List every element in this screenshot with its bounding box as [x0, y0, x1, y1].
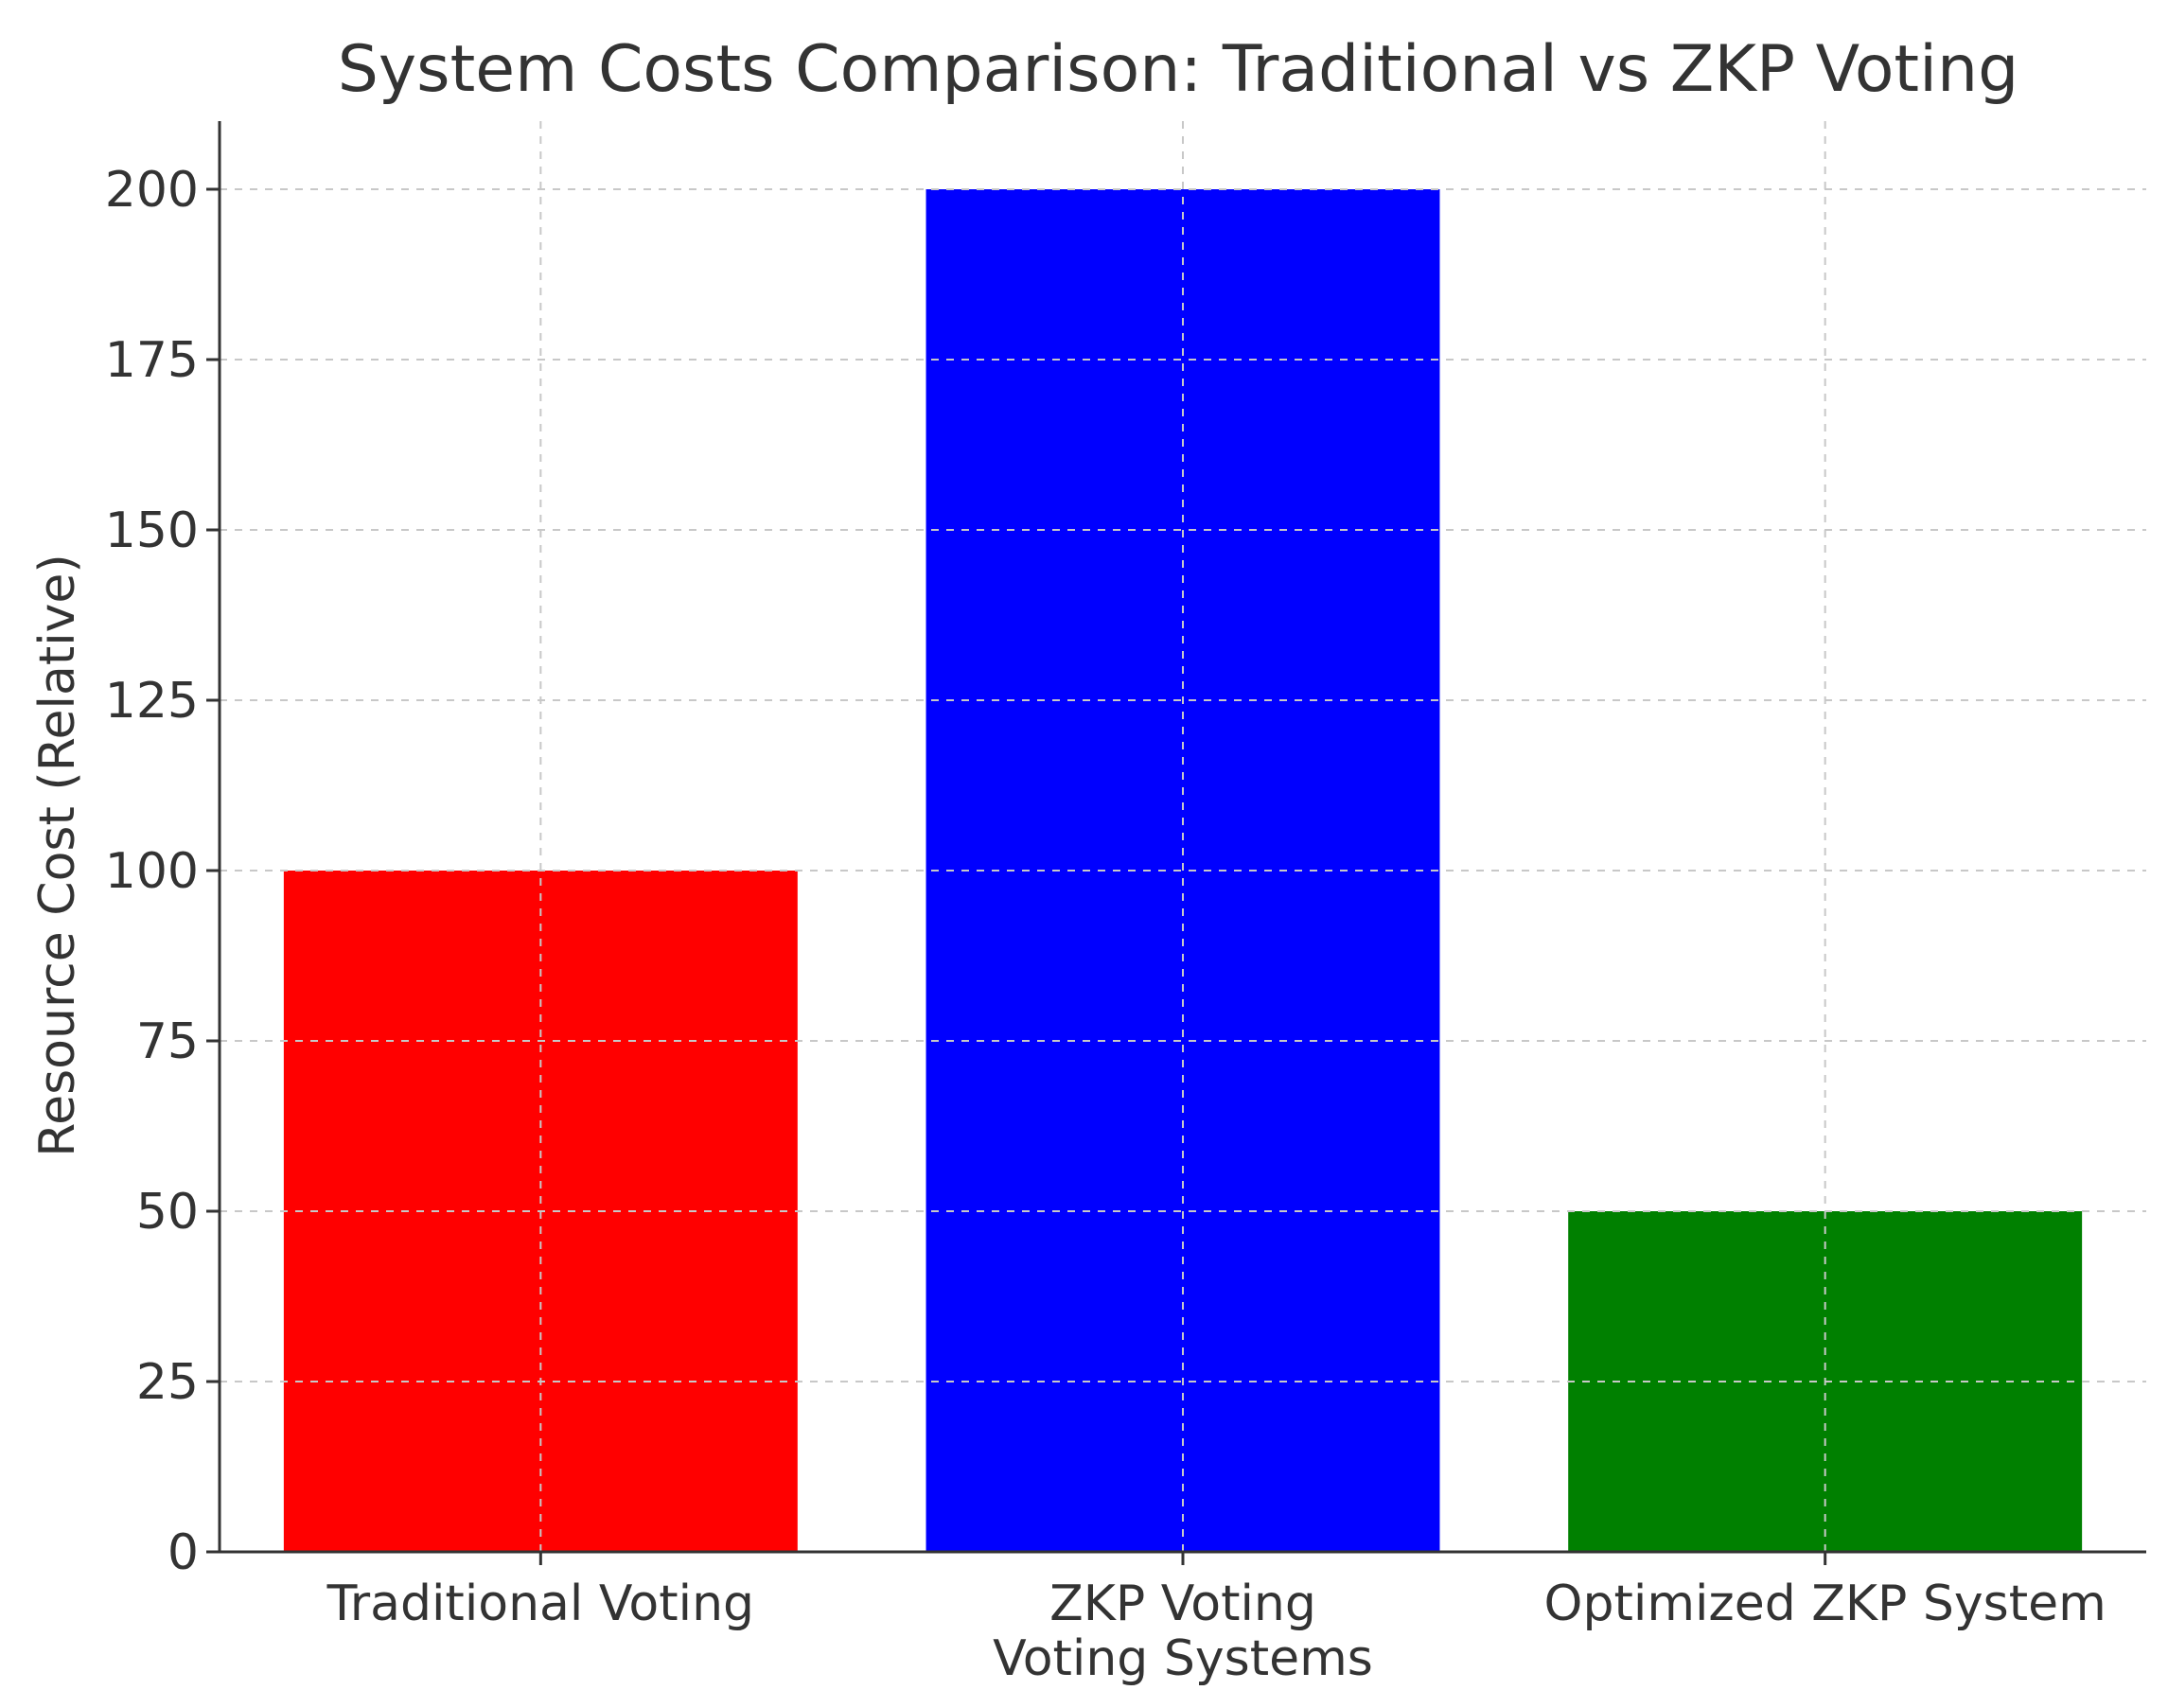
y-tick-label: 75: [136, 1013, 199, 1070]
x-ticks: Traditional Voting ZKP Voting Optimized ZK…: [326, 1552, 2106, 1632]
y-tick-label: 25: [136, 1354, 199, 1411]
x-tick-label: Traditional Voting: [326, 1576, 754, 1632]
y-tick-label: 0: [167, 1524, 199, 1581]
y-tick-label: 200: [105, 162, 199, 219]
y-ticks: 0 25 50 75 100 125 150 175 200: [105, 162, 220, 1581]
y-tick-label: 100: [105, 843, 199, 900]
y-tick-label: 50: [136, 1184, 199, 1241]
y-tick-label: 125: [105, 673, 199, 730]
y-tick-label: 175: [105, 332, 199, 389]
x-tick-label: Optimized ZKP System: [1544, 1576, 2106, 1632]
x-tick-label: ZKP Voting: [1049, 1576, 1316, 1632]
chart-title: System Costs Comparison: Traditional vs …: [338, 32, 2018, 107]
y-axis-label: Resource Cost (Relative): [29, 554, 86, 1156]
x-axis-label: Voting Systems: [993, 1630, 1373, 1687]
y-tick-label: 150: [105, 502, 199, 559]
